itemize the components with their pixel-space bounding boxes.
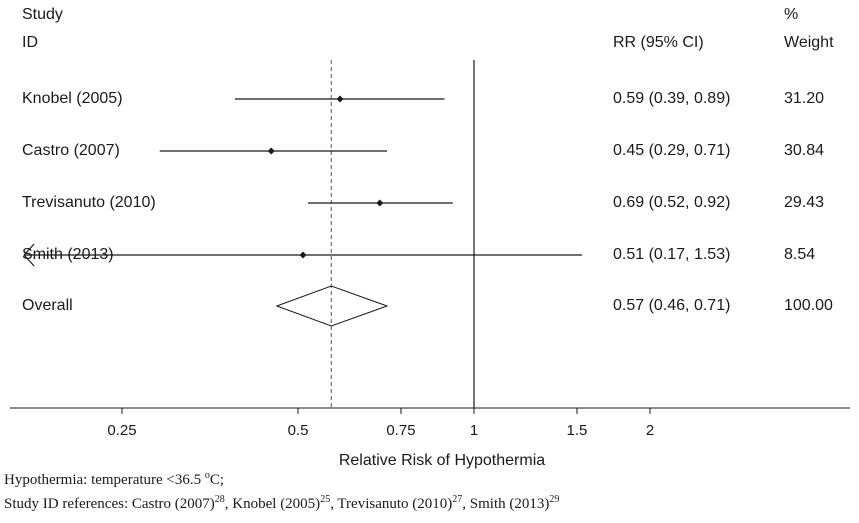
point-estimate-marker — [300, 252, 307, 259]
point-estimate-marker — [337, 96, 344, 103]
ref-trevisanuto: Trevisanuto (2010)27 — [337, 496, 462, 512]
ref-castro-sup: 28 — [215, 494, 225, 505]
x-tick-label: 2 — [646, 422, 654, 439]
forest-plot: 0.25 0.5 0.75 1 1.5 2 Relative Risk of Hypoth… — [0, 0, 859, 470]
ref-knobel-sup: 25 — [320, 494, 330, 505]
x-tick-label: 1.5 — [567, 422, 588, 439]
ref-castro-name: Castro (2007) — [132, 496, 215, 512]
x-axis-label: Relative Risk of Hypothermia — [339, 452, 545, 469]
ref-trevisanuto-name: Trevisanuto (2010) — [337, 496, 452, 512]
footnote-hypothermia: Hypothermia: temperature <36.5 oC; — [4, 470, 224, 489]
ref-smith: Smith (2013)29 — [470, 496, 560, 512]
footnote-unit: C; — [210, 472, 224, 488]
footnote-references-prefix: Study ID references: — [4, 496, 132, 512]
footnote-references: Study ID references: Castro (2007)28, Kn… — [4, 494, 559, 513]
footnote-hypothermia-text: Hypothermia: temperature <36.5 — [4, 472, 205, 488]
x-tick-label: 0.75 — [386, 422, 415, 439]
ref-knobel-name: Knobel (2005) — [232, 496, 320, 512]
x-tick-label: 0.5 — [288, 422, 309, 439]
ref-knobel: Knobel (2005)25 — [232, 496, 330, 512]
ref-smith-name: Smith (2013) — [470, 496, 550, 512]
point-estimate-marker — [376, 200, 383, 207]
overall-diamond — [277, 286, 387, 326]
ref-trevisanuto-sup: 27 — [452, 494, 462, 505]
ref-smith-sup: 29 — [549, 494, 559, 505]
point-estimate-marker — [268, 148, 275, 155]
x-tick-label: 0.25 — [107, 422, 136, 439]
x-tick-label: 1 — [470, 422, 478, 439]
ref-castro: Castro (2007)28 — [132, 496, 225, 512]
